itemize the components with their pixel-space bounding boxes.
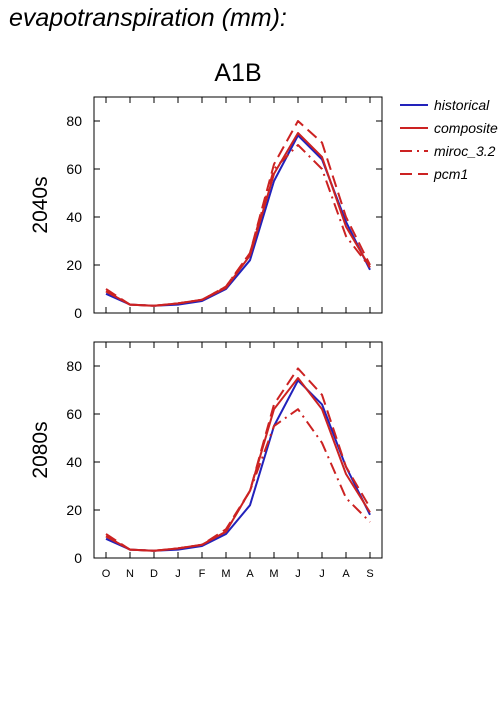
x-tick-label: D — [150, 568, 158, 580]
x-tick-label: J — [319, 568, 325, 580]
y-tick-label: 40 — [66, 454, 82, 470]
row-label: 2040s — [29, 176, 52, 233]
page-title: evapotranspiration (mm): — [9, 4, 287, 32]
panel-frame — [93, 341, 383, 559]
panel-frame — [93, 96, 383, 314]
legend-label-historical: historical — [434, 97, 490, 113]
y-tick-label: 20 — [66, 502, 82, 518]
x-tick-label: M — [269, 568, 278, 580]
row-label: 2080s — [29, 421, 52, 478]
y-tick-label: 80 — [66, 113, 82, 129]
x-tick-label: J — [295, 568, 301, 580]
y-tick-label: 0 — [74, 550, 82, 566]
series-historical — [105, 379, 371, 552]
y-tick-label: 40 — [66, 209, 82, 225]
x-tick-label: F — [199, 568, 206, 580]
y-tick-label: 20 — [66, 257, 82, 273]
legend-label-composite: composite — [434, 120, 498, 136]
legend-label-miroc_3.2: miroc_3.2 — [434, 143, 496, 159]
x-tick-label: A — [342, 568, 350, 580]
y-tick-label: 60 — [66, 161, 82, 177]
x-tick-label: A — [246, 568, 254, 580]
series-composite — [105, 132, 371, 307]
legend-label-pcm1: pcm1 — [433, 166, 468, 182]
series-pcm1 — [105, 120, 371, 307]
series-historical — [105, 134, 371, 307]
series-pcm1 — [105, 367, 371, 552]
x-tick-label: M — [221, 568, 230, 580]
x-tick-label: O — [102, 568, 111, 580]
y-tick-label: 0 — [74, 305, 82, 321]
panel-2080s: 0 20 40 60 80 O N D J F M A M J J A S 2080s — [29, 341, 383, 580]
panel-2040s: 0 20 40 60 80 2040s — [29, 96, 383, 321]
x-tick-label: N — [126, 568, 134, 580]
y-tick-label: 60 — [66, 406, 82, 422]
scenario-title: A1B — [214, 59, 261, 87]
legend: historical composite miroc_3.2 pcm1 — [400, 97, 498, 182]
x-tick-label: S — [366, 568, 373, 580]
y-tick-label: 80 — [66, 358, 82, 374]
x-tick-label: J — [175, 568, 181, 580]
panels: 0 20 40 60 80 2040s 0 20 40 60 80 O N D J F M A M J J A S 2080s — [29, 96, 383, 580]
